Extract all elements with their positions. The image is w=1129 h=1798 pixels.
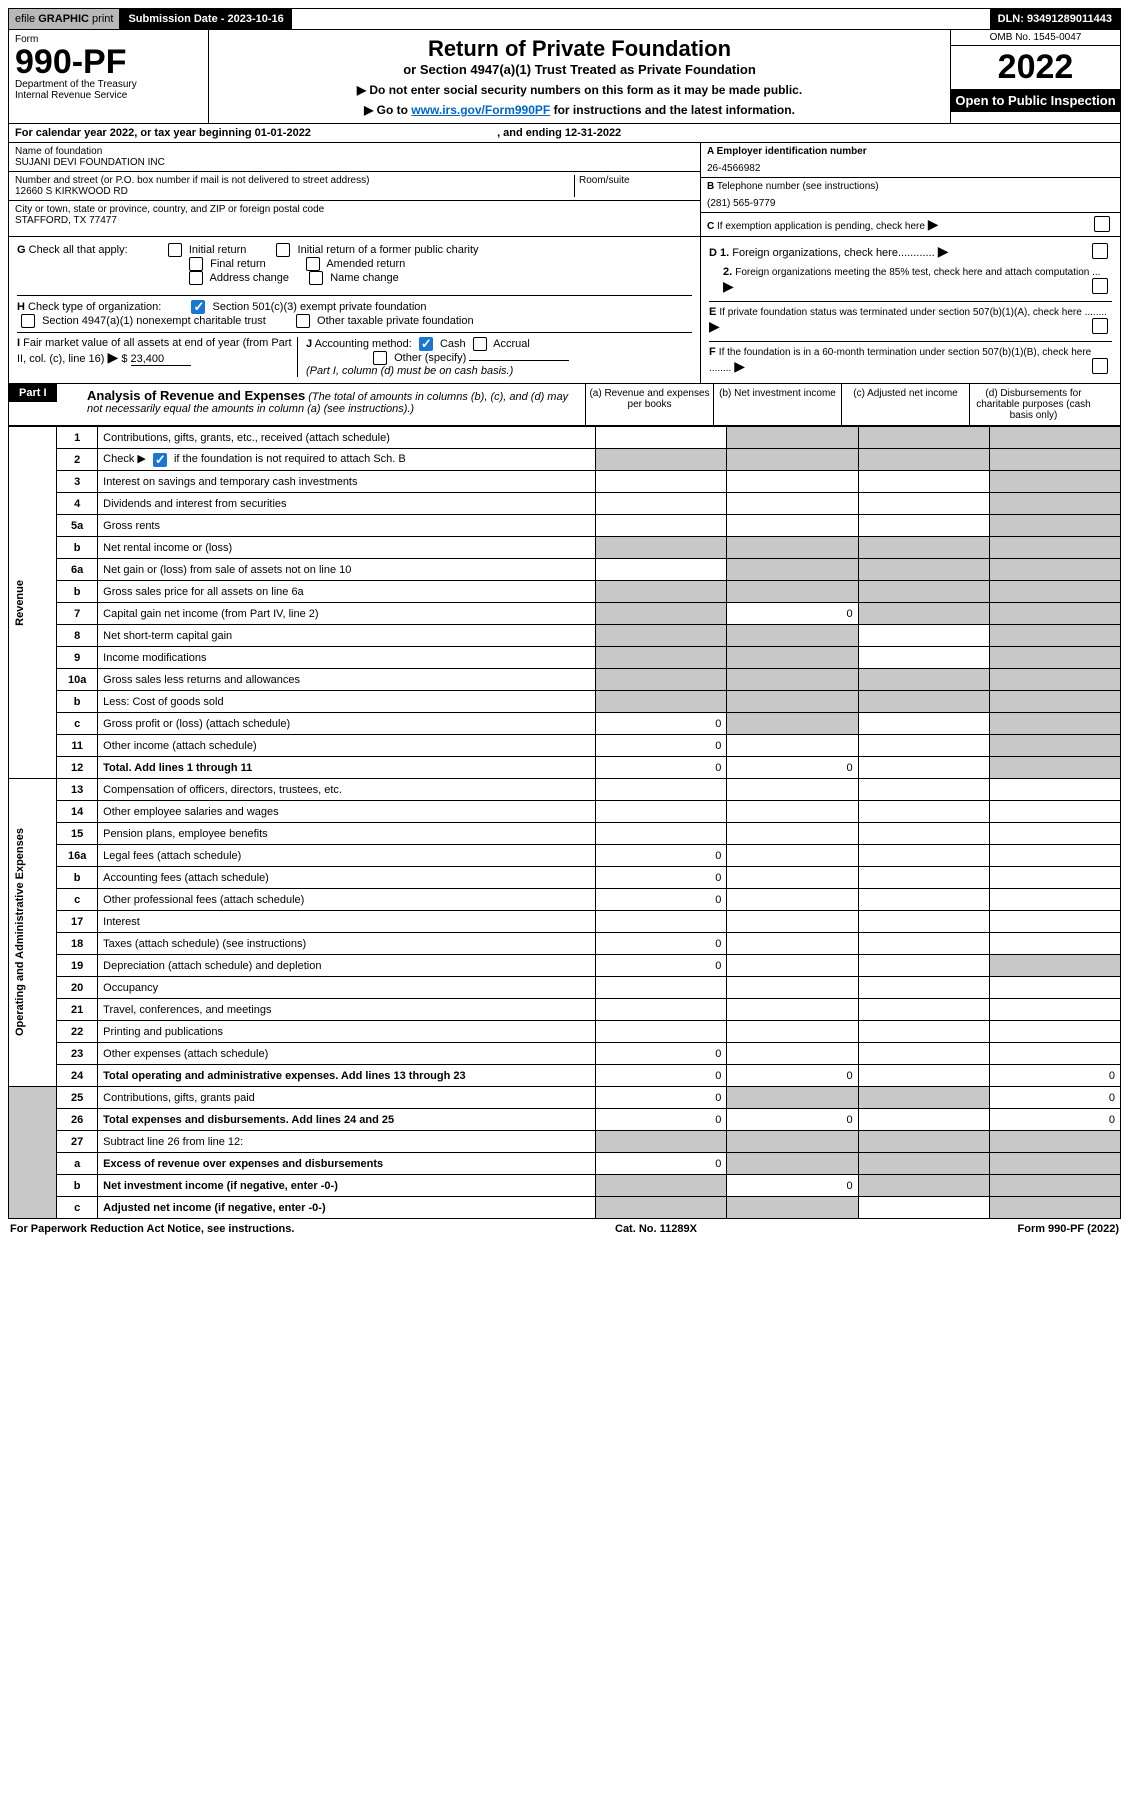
4947-checkbox[interactable]	[21, 314, 35, 328]
irs: Internal Revenue Service	[15, 90, 202, 101]
submission-date: Submission Date - 2023-10-16	[120, 9, 291, 29]
address: 12660 S KIRKWOOD RD	[15, 186, 574, 197]
form-subtitle: or Section 4947(a)(1) Trust Treated as P…	[219, 62, 940, 77]
ein-label: A Employer identification number	[707, 146, 867, 157]
d2-checkbox[interactable]	[1092, 278, 1108, 294]
initial-former-checkbox[interactable]	[276, 243, 290, 257]
f-checkbox[interactable]	[1092, 358, 1108, 374]
page-footer: For Paperwork Reduction Act Notice, see …	[8, 1219, 1121, 1239]
part1-table: Revenue 1 Contributions, gifts, grants, …	[8, 426, 1121, 1219]
address-change-checkbox[interactable]	[189, 271, 203, 285]
form-header: Form 990-PF Department of the Treasury I…	[8, 30, 1121, 124]
e-checkbox[interactable]	[1092, 318, 1108, 334]
schb-checkbox[interactable]	[153, 453, 167, 467]
phone: (281) 565-9779	[707, 192, 1114, 209]
efile-print[interactable]: efile GRAPHIC print	[9, 9, 120, 29]
cat-no: Cat. No. 11289X	[615, 1223, 697, 1235]
col-d-head: (d) Disbursements for charitable purpose…	[969, 384, 1097, 425]
fmv-value: 23,400	[131, 353, 191, 366]
id-block: Name of foundation SUJANI DEVI FOUNDATIO…	[8, 143, 1121, 237]
foundation-name: SUJANI DEVI FOUNDATION INC	[15, 157, 694, 168]
checks-block: G Check all that apply: Initial return I…	[8, 237, 1121, 384]
col-a-head: (a) Revenue and expenses per books	[585, 384, 713, 425]
accrual-checkbox[interactable]	[473, 337, 487, 351]
501c3-checkbox[interactable]	[191, 300, 205, 314]
ein: 26-4566982	[707, 157, 1114, 174]
part1-label: Part I	[9, 384, 57, 402]
dln: DLN: 93491289011443	[990, 9, 1120, 29]
name-label: Name of foundation	[15, 146, 694, 157]
open-inspection: Open to Public Inspection	[951, 89, 1120, 112]
omb-number: OMB No. 1545-0047	[951, 30, 1120, 46]
other-taxable-checkbox[interactable]	[296, 314, 310, 328]
form-title: Return of Private Foundation	[219, 36, 940, 62]
irs-link[interactable]: www.irs.gov/Form990PF	[411, 103, 550, 117]
paperwork-notice: For Paperwork Reduction Act Notice, see …	[10, 1223, 294, 1235]
form-number: 990-PF	[15, 45, 202, 79]
topbar: efile GRAPHIC print Submission Date - 20…	[8, 8, 1121, 30]
revenue-side: Revenue	[14, 580, 26, 626]
note-ssn: ▶ Do not enter social security numbers o…	[219, 83, 940, 97]
city-state-zip: STAFFORD, TX 77477	[15, 215, 694, 226]
note-goto: ▶ Go to www.irs.gov/Form990PF for instru…	[219, 103, 940, 117]
c-label: C	[707, 221, 714, 232]
amended-return-checkbox[interactable]	[306, 257, 320, 271]
dept-treasury: Department of the Treasury	[15, 79, 202, 90]
cash-checkbox[interactable]	[419, 337, 433, 351]
tax-year: 2022	[951, 46, 1120, 89]
calendar-year: For calendar year 2022, or tax year begi…	[8, 124, 1121, 143]
c-checkbox[interactable]	[1094, 216, 1110, 232]
opex-side: Operating and Administrative Expenses	[14, 828, 26, 1036]
col-b-head: (b) Net investment income	[713, 384, 841, 425]
arrow-icon: ▶	[928, 216, 939, 232]
address-label: Number and street (or P.O. box number if…	[15, 175, 574, 186]
name-change-checkbox[interactable]	[309, 271, 323, 285]
room-label: Room/suite	[579, 175, 694, 186]
other-method-checkbox[interactable]	[373, 351, 387, 365]
initial-return-checkbox[interactable]	[168, 243, 182, 257]
final-return-checkbox[interactable]	[189, 257, 203, 271]
d1-checkbox[interactable]	[1092, 243, 1108, 259]
phone-label: B	[707, 181, 714, 192]
part1-header: Part I Analysis of Revenue and Expenses …	[8, 384, 1121, 426]
form-ref: Form 990-PF (2022)	[1018, 1223, 1119, 1235]
col-c-head: (c) Adjusted net income	[841, 384, 969, 425]
city-label: City or town, state or province, country…	[15, 204, 694, 215]
